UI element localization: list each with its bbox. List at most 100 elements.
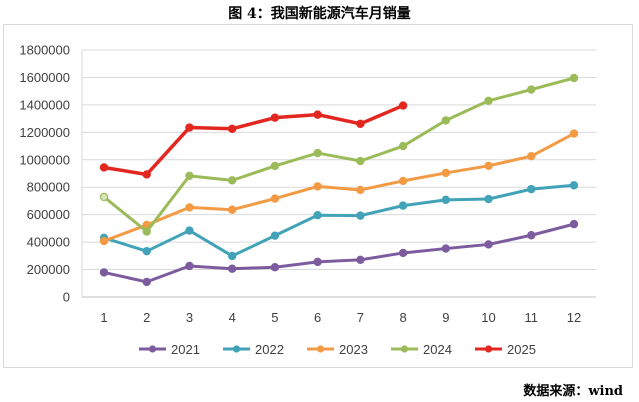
x-tick-label: 10: [481, 310, 495, 325]
data-point: [569, 129, 579, 138]
data-point: [185, 171, 194, 181]
data-point: [356, 156, 365, 166]
legend-item-2021: 2021: [139, 342, 200, 357]
data-point: [398, 176, 408, 186]
series-lines: [99, 73, 579, 287]
y-tick-label: 200000: [27, 262, 70, 277]
y-tick-label: 1800000: [19, 43, 70, 58]
y-tick-label: 1600000: [19, 70, 70, 85]
data-point: [356, 119, 365, 129]
series-2021: [99, 219, 579, 287]
legend-item-2022: 2022: [223, 342, 284, 357]
chart-title: 图 4：我国新能源汽车月销量: [228, 6, 411, 22]
series-line: [102, 183, 576, 258]
legend-item-2025: 2025: [475, 342, 536, 357]
legend-label: 2022: [255, 342, 284, 357]
data-point: [313, 257, 322, 267]
series-line: [102, 76, 576, 234]
y-tick-label: 400000: [27, 235, 70, 250]
data-point: [398, 201, 408, 210]
y-tick-label: 1000000: [19, 152, 70, 167]
legend-item-2023: 2023: [307, 342, 368, 357]
data-point: [356, 185, 365, 195]
data-point: [398, 101, 408, 110]
data-point: [356, 255, 365, 265]
data-point: [484, 161, 493, 171]
series-line: [102, 222, 576, 284]
legend-label: 2023: [339, 342, 368, 357]
data-point: [356, 211, 365, 220]
series-2025: [99, 101, 408, 179]
y-axis-ticks: 0 200000 400000 600000 800000 1000000 1200000 1…: [19, 43, 70, 305]
data-point: [441, 244, 451, 253]
data-point: [185, 203, 194, 212]
data-point: [142, 246, 151, 256]
series-2024: [99, 73, 579, 236]
data-point: [527, 231, 536, 240]
data-point: [441, 195, 451, 205]
data-point: [227, 251, 237, 261]
legend-label: 2021: [171, 342, 200, 357]
data-point: [270, 194, 280, 203]
data-point: [569, 181, 579, 190]
x-tick-label: 5: [271, 310, 278, 325]
data-point: [527, 184, 536, 194]
series-2022: [99, 181, 579, 261]
data-point: [270, 263, 280, 272]
x-axis-ticks: 1 2 3 4 5 6 7 8 9 10 11 12: [100, 310, 581, 325]
data-point: [99, 268, 109, 277]
data-point: [185, 261, 194, 271]
y-tick-label: 600000: [27, 207, 70, 222]
legend-swatch-marker: [400, 345, 409, 353]
x-tick-label: 4: [229, 310, 236, 325]
legend-label: 2025: [507, 342, 536, 357]
data-point: [227, 124, 237, 133]
series-2023: [99, 129, 579, 246]
x-tick-label: 8: [399, 310, 406, 325]
data-point: [99, 163, 109, 172]
x-tick-label: 7: [357, 310, 364, 325]
x-tick-label: 11: [525, 310, 539, 325]
data-point: [142, 227, 151, 236]
data-point: [441, 168, 451, 178]
data-point: [441, 116, 451, 125]
data-point: [484, 194, 493, 204]
data-point: [142, 170, 151, 179]
data-point: [270, 231, 280, 240]
data-point: [569, 219, 579, 229]
data-point: [313, 148, 322, 158]
y-tick-label: 1400000: [19, 97, 70, 112]
x-tick-label: 3: [186, 310, 193, 325]
y-tick-label: 0: [63, 290, 70, 305]
data-point: [484, 240, 493, 249]
x-tick-label: 9: [442, 310, 449, 325]
data-point: [398, 248, 408, 258]
data-point: [227, 205, 237, 214]
data-point: [185, 123, 194, 132]
data-point: [484, 96, 493, 105]
legend-swatch-marker: [316, 345, 325, 353]
x-tick-label: 12: [567, 310, 581, 325]
x-tick-label: 6: [314, 310, 321, 325]
data-point: [313, 211, 322, 220]
legend-swatch-marker: [484, 345, 493, 353]
y-tick-label: 800000: [27, 180, 70, 195]
data-point: [270, 113, 280, 122]
data-point: [142, 277, 151, 287]
legend-swatch-marker: [232, 345, 241, 353]
y-tick-label: 1200000: [19, 125, 70, 140]
data-point: [270, 161, 280, 171]
legend-item-2024: 2024: [391, 342, 452, 357]
x-tick-label: 2: [143, 310, 150, 325]
data-point: [227, 264, 237, 273]
data-point: [398, 141, 408, 151]
legend-swatch-marker: [148, 345, 157, 353]
source-note: 数据来源：wind: [523, 384, 623, 399]
data-point: [227, 176, 237, 185]
legend-label: 2024: [423, 342, 452, 357]
x-tick-label: 1: [100, 310, 107, 325]
data-point: [527, 85, 536, 94]
series-line: [102, 103, 405, 177]
data-point: [99, 192, 109, 202]
